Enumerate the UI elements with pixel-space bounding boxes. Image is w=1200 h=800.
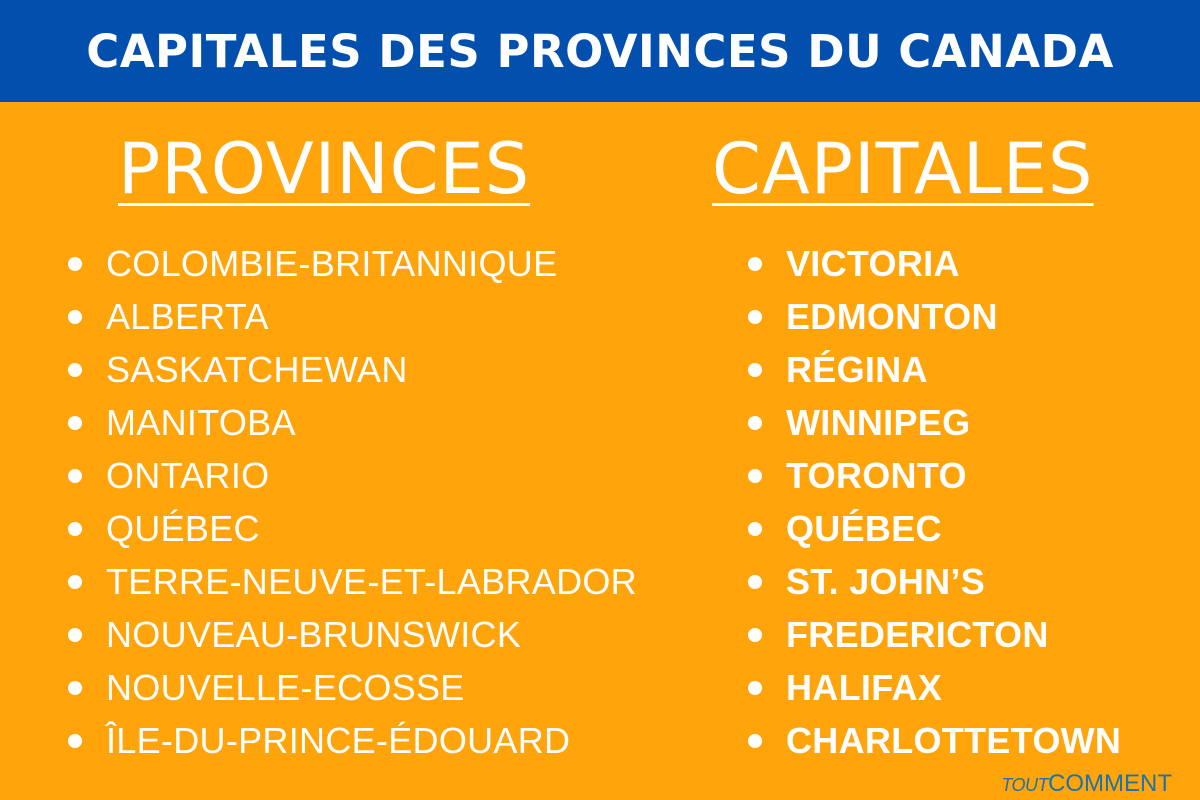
bullet-icon [68,362,82,377]
bullet-icon [68,680,82,695]
capital-item: ST. JOHN’S [746,555,1121,608]
bullet-icon [748,680,762,695]
capital-label: RÉGINA [786,348,928,390]
province-label: MANITOBA [106,401,296,443]
bullet-icon [68,733,82,748]
bullet-icon [68,415,82,430]
bullet-icon [68,574,82,589]
bullet-icon [748,627,762,642]
bullet-icon [748,256,762,271]
province-item: SASKATCHEWAN [66,343,637,396]
bullet-icon [68,256,82,271]
province-label: ONTARIO [106,454,270,496]
provinces-heading: PROVINCES [118,128,531,210]
bullet-icon [748,362,762,377]
province-item: NOUVELLE-ECOSSE [66,661,637,714]
bullet-icon [68,627,82,642]
capital-label: FREDERICTON [786,613,1049,655]
capital-label: TORONTO [786,454,967,496]
capitals-heading: CAPITALES [712,128,1094,210]
title-banner: CAPITALES DES PROVINCES DU CANADA [0,0,1200,102]
capital-item: FREDERICTON [746,608,1121,661]
province-label: QUÉBEC [106,507,260,549]
province-label: NOUVELLE-ECOSSE [106,666,465,708]
province-item: COLOMBIE-BRITANNIQUE [66,237,637,290]
province-item: ALBERTA [66,290,637,343]
capital-label: CHARLOTTETOWN [786,719,1122,761]
province-item: NOUVEAU-BRUNSWICK [66,608,637,661]
capital-label: HALIFAX [786,666,943,708]
province-item: ÎLE-DU-PRINCE-ÉDOUARD [66,714,637,767]
province-label: SASKATCHEWAN [106,348,408,390]
capital-label: QUÉBEC [786,507,942,549]
capital-item: TORONTO [746,449,1121,502]
bullet-icon [748,468,762,483]
capital-item: HALIFAX [746,661,1121,714]
logo-part1: TOUT [1001,775,1049,795]
province-item: ONTARIO [66,449,637,502]
capital-label: ST. JOHN’S [786,560,986,602]
province-label: TERRE-NEUVE-ET-LABRADOR [106,560,637,602]
bullet-icon [748,521,762,536]
capitals-list: VICTORIA EDMONTON RÉGINA WINNIPEG TORONTO QUÉ… [746,237,1121,767]
capital-item: CHARLOTTETOWN [746,714,1121,767]
bullet-icon [748,309,762,324]
logo-part2: COMMENT [1048,770,1172,797]
capital-item: VICTORIA [746,237,1121,290]
brand-logo: TOUTCOMMENT [1001,770,1172,798]
bullet-icon [748,733,762,748]
capital-item: EDMONTON [746,290,1121,343]
province-label: ALBERTA [106,295,269,337]
bullet-icon [68,309,82,324]
bullet-icon [748,574,762,589]
capital-label: WINNIPEG [786,401,971,443]
province-label: ÎLE-DU-PRINCE-ÉDOUARD [106,719,571,761]
province-label: COLOMBIE-BRITANNIQUE [106,242,558,284]
capital-label: VICTORIA [786,242,960,284]
province-item: QUÉBEC [66,502,637,555]
province-item: MANITOBA [66,396,637,449]
capital-item: QUÉBEC [746,502,1121,555]
capital-label: EDMONTON [786,295,998,337]
province-label: NOUVEAU-BRUNSWICK [106,613,522,655]
province-item: TERRE-NEUVE-ET-LABRADOR [66,555,637,608]
page-title: CAPITALES DES PROVINCES DU CANADA [86,24,1114,78]
bullet-icon [748,415,762,430]
provinces-list: COLOMBIE-BRITANNIQUE ALBERTA SASKATCHEWAN M… [66,237,637,767]
capital-item: RÉGINA [746,343,1121,396]
bullet-icon [68,468,82,483]
bullet-icon [68,521,82,536]
capital-item: WINNIPEG [746,396,1121,449]
